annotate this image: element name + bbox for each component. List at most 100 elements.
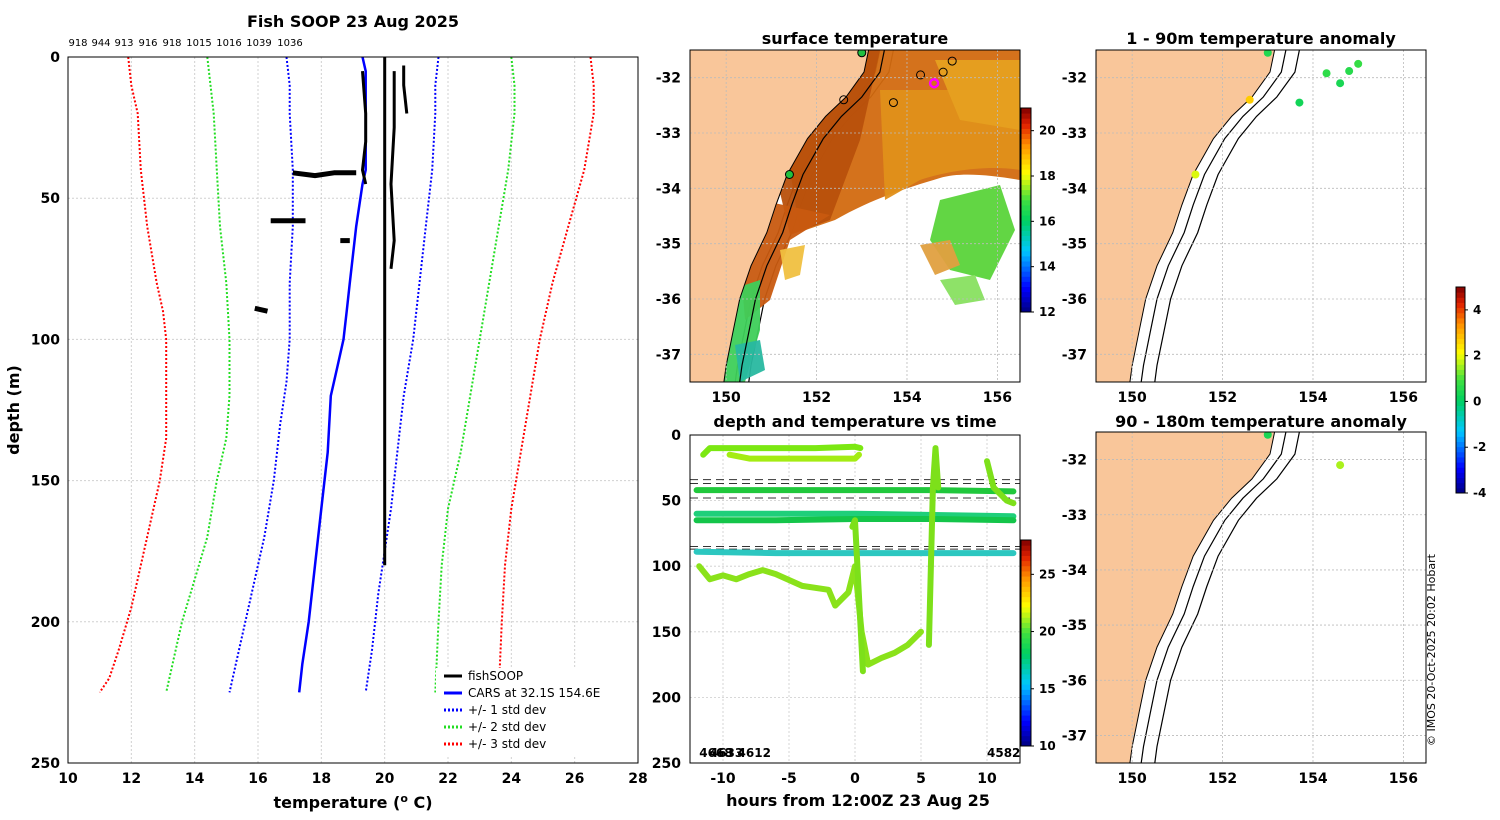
anom-colorbar-segment [1456,338,1465,345]
anom-colorbar-segment [1456,472,1465,479]
anom-colorbar-segment [1456,420,1465,427]
sst-colorbar-label: 18 [1039,169,1056,183]
sst-colorbar-segment [1021,301,1031,308]
ts-colorbar-segment [1021,540,1031,546]
anom-colorbar-label: -2 [1473,440,1486,454]
sst-field-patch [780,245,805,280]
profile-x-tick-label: 28 [628,771,647,787]
sst-colorbar-segment [1021,215,1031,221]
ts-colorbar-segment [1021,653,1031,659]
sst-field-patch [735,340,765,382]
ts-bottom-label: 4633 [710,746,743,760]
sst-station-marker [947,56,957,66]
profile-y-tick-label: 0 [50,50,60,66]
profile-series-minus1 [228,56,294,693]
sst-colorbar-segment [1021,235,1031,242]
ts-x-tick-label: -10 [710,771,736,787]
sst-colorbar-segment [1021,138,1031,145]
anom1-content [1096,50,1426,382]
anom-colorbar-segment [1456,462,1465,468]
sst-colorbar-segment [1021,143,1031,150]
ts-colorbar-label: 10 [1039,739,1056,753]
anom-colorbar-segment [1456,384,1465,391]
profile-x-tick-label: 14 [185,771,205,787]
ts-y-tick-label: 100 [652,559,681,575]
sst-field-patch [920,240,960,275]
anom2-x-tick-label: 156 [1389,771,1418,787]
anom1-point [1295,98,1304,107]
anom-colorbar-segment [1456,374,1465,381]
anom-colorbar-segment [1456,287,1465,293]
ts-y-tick-label: 200 [652,690,681,706]
profile-legend-label: +/- 1 std dev [468,703,546,717]
ts-bottom-label: 4582 [987,746,1020,760]
sst-colorbar-segment [1021,108,1031,114]
profile-x-tick-label: 22 [438,771,457,787]
ts-y-tick-label: 0 [671,428,681,444]
anom2-point [1263,432,1272,439]
sst-colorbar-segment [1021,271,1031,277]
sst-colorbar-segment [1021,118,1031,124]
profile-top-label: 1039 [246,38,271,49]
sst-y-tick-label: -33 [656,126,681,142]
profile-legend-label: fishSOOP [468,669,523,683]
sst-x-tick-label: 150 [712,390,741,406]
sst-colorbar-label: 12 [1039,305,1056,319]
ts-x-axis-label: hours from 12:00Z 23 Aug 25 [726,791,990,810]
profile-x-tick-label: 18 [312,771,331,787]
anom-colorbar-segment [1456,390,1465,396]
sst-colorbar-segment [1021,250,1031,257]
ts-colorbar-segment [1021,725,1031,732]
sst-field-patch [940,275,985,305]
anom-colorbar-segment [1456,307,1465,314]
anom-colorbar-segment [1456,333,1465,339]
anom-colorbar-segment [1456,292,1465,298]
anom2-x-tick-label: 150 [1118,771,1147,787]
anom-colorbar-segment [1456,467,1465,473]
ts-colorbar-segment [1021,586,1031,592]
anom2-y-tick-label: -36 [1062,673,1087,689]
anom-colorbar-segment [1456,369,1465,376]
ts-colorbar-label: 15 [1039,682,1056,696]
anom-colorbar-segment [1456,456,1465,463]
anom1-y-tick-label: -33 [1062,126,1087,142]
anom-colorbar-segment [1456,297,1465,303]
ts-colorbar-segment [1021,581,1031,587]
profile-series-fishsoop-near-surface [361,70,368,185]
profile-y-tick-label: 50 [41,191,61,207]
profile-legend-label: +/- 2 std dev [468,720,546,734]
anom2-y-tick-label: -35 [1062,618,1087,634]
ts-colorbar-segment [1021,684,1031,690]
profile-x-tick-label: 16 [248,771,267,787]
anom-colorbar-segment [1456,323,1465,329]
anom1-x-tick-label: 150 [1118,390,1147,406]
profile-legend-label: CARS at 32.1S 154.6E [468,686,600,700]
ts-colorbar-segment [1021,740,1031,747]
ts-colorbar-segment [1021,570,1031,577]
anom1-isobath-2 [1154,50,1300,382]
ts-colorbar-segment [1021,735,1031,742]
anom1-point [1263,50,1272,57]
profile-x-tick-label: 26 [565,771,584,787]
anom-colorbar-segment [1456,359,1465,365]
sst-colorbar-segment [1021,296,1031,303]
ts-series-descent [849,517,866,675]
profile-series-fishsoop-cast-a [389,71,396,269]
sst-x-tick-label: 156 [983,390,1012,406]
anom1-y-tick-label: -34 [1062,181,1088,197]
ts-colorbar-segment [1021,560,1031,567]
anom-colorbar-segment [1456,451,1465,458]
sst-colorbar-segment [1021,194,1031,201]
ts-colorbar-segment [1021,699,1031,706]
sst-y-tick-label: -35 [656,237,681,253]
profile-top-label: 918 [162,38,181,49]
sst-colorbar-segment [1021,291,1031,298]
profile-x-tick-label: 10 [58,771,78,787]
ts-bottom-label: 4668 [699,746,732,760]
ts-colorbar-segment [1021,565,1031,572]
anom-colorbar-segment [1456,487,1465,494]
ts-x-tick-label: -5 [781,771,797,787]
profile-top-label: 913 [114,38,133,49]
anom2-y-tick-label: -33 [1062,508,1087,524]
